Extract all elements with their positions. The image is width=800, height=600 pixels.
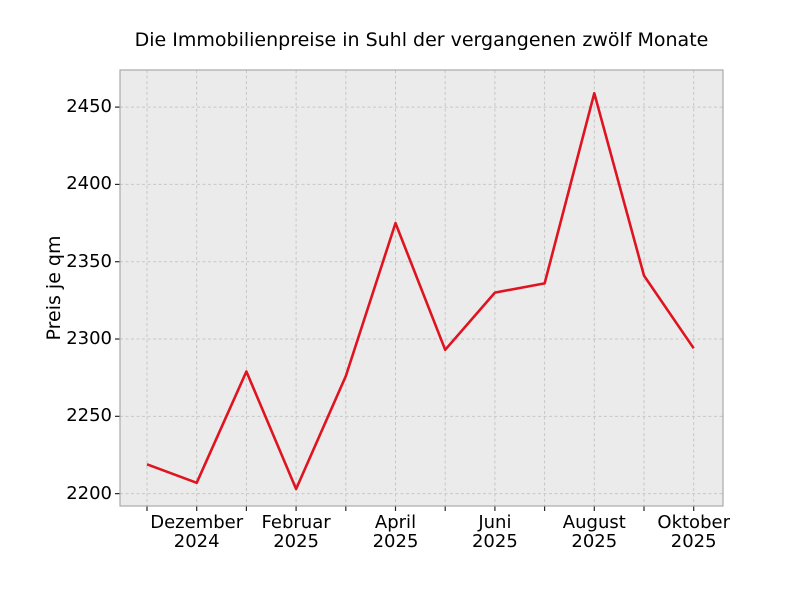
x-tick-label-line: Februar (261, 512, 331, 533)
x-tick-label: August 2025 (524, 513, 664, 551)
x-tick-label-line: 2025 (571, 531, 618, 552)
x-tick-label: April 2025 (326, 513, 466, 551)
plot-frame (119, 69, 724, 507)
x-tick-label: Oktober 2025 (624, 513, 764, 551)
x-tick-label-line: April (374, 512, 417, 533)
y-tick-label: 2250 (66, 405, 112, 427)
y-tick-label: 2350 (66, 250, 112, 272)
x-tick-label-line: Dezember (150, 512, 244, 533)
chart-title: Die Immobilienpreise in Suhl der vergang… (134, 29, 709, 51)
x-tick-label: Februar 2025 (226, 513, 366, 551)
y-tick-label: 2200 (66, 482, 112, 504)
x-tick-label-line: 2025 (273, 531, 319, 552)
x-tick-label-line: August (562, 512, 626, 533)
y-tick-label: 2400 (66, 173, 112, 195)
x-tick-label: Juni 2025 (425, 513, 565, 551)
x-tick-label-line: 2024 (173, 531, 220, 552)
x-tick-label-line: 2025 (372, 531, 419, 552)
x-tick-label: Dezember 2024 (127, 513, 267, 551)
y-tick-label: 2450 (66, 96, 112, 118)
x-tick-label-line: 2025 (471, 531, 518, 552)
price-line (146, 91, 695, 491)
x-tick-label-line: 2025 (670, 531, 717, 552)
x-tick-label-line: Oktober (657, 512, 730, 533)
tick-marks (115, 106, 695, 511)
grid-lines (120, 70, 723, 506)
x-tick-label-line: Juni (478, 512, 512, 533)
y-tick-label: 2300 (66, 328, 112, 349)
